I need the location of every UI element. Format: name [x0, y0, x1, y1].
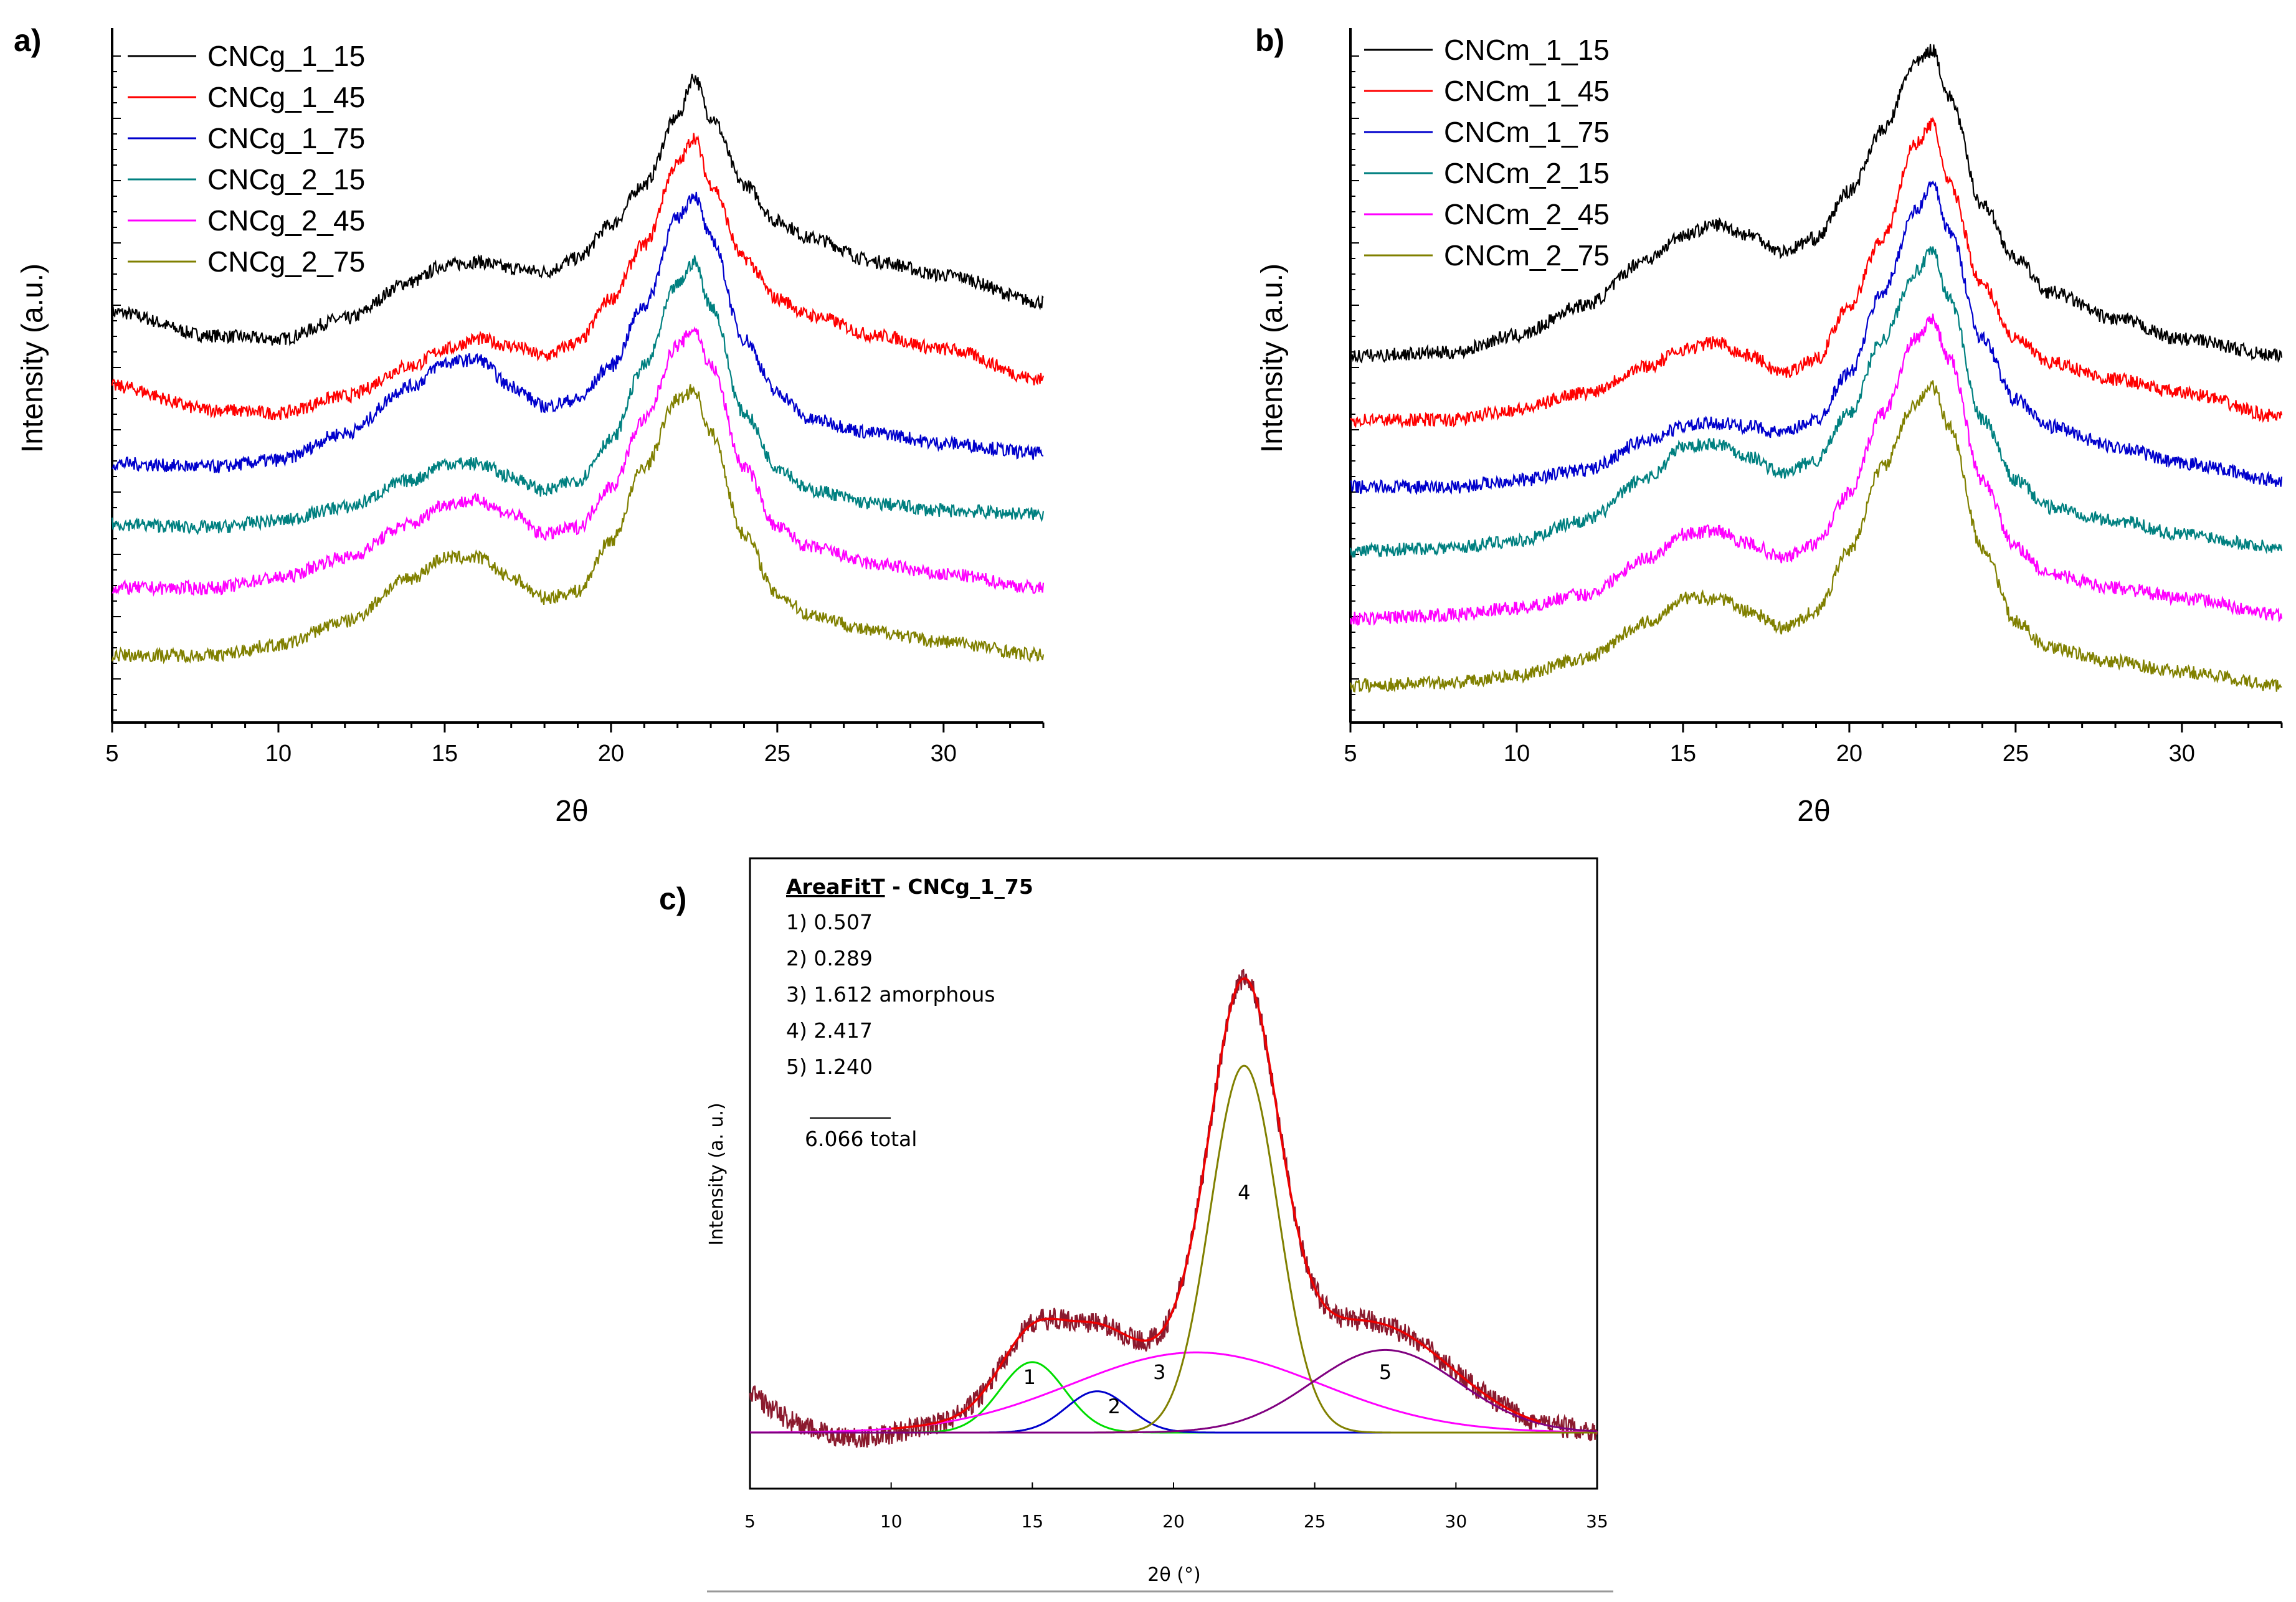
series-line-CNCg_1_45 [111, 133, 1045, 420]
x-tick-label: 30 [2169, 741, 2195, 767]
legend-label: CNCm_2_45 [1444, 198, 1610, 230]
series-line-CNCm_1_45 [1350, 116, 2283, 429]
peak-label-5: 5 [1379, 1360, 1392, 1384]
panel-a-y-ticks [112, 55, 121, 711]
x-tick-label: 35 [1586, 1511, 1608, 1532]
peak-label-1: 1 [1023, 1365, 1036, 1389]
legend-label: CNCg_1_45 [207, 81, 365, 113]
x-tick-label: 25 [2003, 741, 2029, 767]
panel-b-y-label: Intensity (a.u.) [1256, 263, 1289, 453]
fit-area-5: 5) 1.240 [786, 1055, 873, 1079]
x-tick-label: 5 [105, 741, 118, 767]
x-tick-label: 15 [1022, 1511, 1044, 1532]
panel-c-label: c) [659, 881, 686, 916]
fit-peak-5 [750, 1348, 1597, 1434]
panel-a-legend: CNCg_1_15 CNCg_1_45 CNCg_1_75 CNCg_2_15 CNCg… [128, 40, 365, 278]
fit-area-1: 1) 0.507 [786, 910, 873, 934]
panel-a: a) 5 10 15 20 25 30 CNCg_1_15CNCg_1_45CNCg_1_… [14, 23, 1045, 828]
panel-a-label: a) [14, 23, 41, 58]
panel-b-x-label: 2θ [1797, 795, 1830, 828]
fit-area-3: 3) 1.612 amorphous [786, 982, 995, 1007]
areafit-title-sample: - CNCg_1_75 [885, 874, 1033, 899]
legend-label: CNCm_2_15 [1444, 157, 1610, 189]
fit-total: 6.066 total [805, 1127, 917, 1151]
x-tick-label: 15 [432, 741, 458, 767]
legend-label: CNCm_1_75 [1444, 116, 1610, 148]
x-tick-label: 10 [265, 741, 292, 767]
panel-b-label: b) [1255, 23, 1284, 58]
panel-b-legend: CNCm_1_15 CNCm_1_45 CNCm_1_75 CNCm_2_15 CNCm… [1364, 34, 1610, 272]
panel-c-frame [749, 857, 1598, 1490]
x-tick-label: 30 [1445, 1511, 1468, 1532]
raw-data-line [749, 969, 1598, 1448]
panel-b-series [1349, 44, 2283, 693]
series-line-CNCm_1_15 [1350, 44, 2283, 364]
series-line-CNCg_1_75 [111, 191, 1044, 473]
x-tick-label: 20 [1836, 741, 1862, 767]
legend-label: CNCg_2_15 [207, 163, 365, 196]
x-tick-label: 25 [764, 741, 790, 767]
x-tick-label: 25 [1304, 1511, 1326, 1532]
x-tick-label: 20 [598, 741, 624, 767]
cumulative-fit-line [891, 977, 1541, 1430]
panel-c-curves [749, 969, 1598, 1448]
panel-a-series [111, 73, 1045, 665]
panel-c-x-ticks: 5 10 15 20 25 30 35 [744, 1482, 1608, 1532]
x-tick-label: 30 [931, 741, 957, 767]
areafit-title-underlined: AreaFitT [786, 874, 885, 899]
legend-label: CNCm_1_45 [1444, 75, 1610, 107]
panel-b: b) 5 10 15 20 25 30 CNCm_1_15CNCm_1_45CNCm_1_… [1255, 23, 2283, 828]
x-tick-label: 5 [1344, 741, 1357, 767]
legend-label: CNCm_2_75 [1444, 239, 1610, 272]
fit-peak-1 [750, 1361, 1597, 1434]
panel-a-x-label: 2θ [555, 795, 588, 828]
panel-c-x-label: 2θ (°) [1147, 1564, 1200, 1586]
x-tick-label: 10 [1504, 741, 1530, 767]
x-tick-label: 20 [1162, 1511, 1185, 1532]
panel-a-y-label: Intensity (a.u.) [16, 263, 49, 453]
legend-label: CNCg_1_15 [207, 40, 365, 72]
x-tick-label: 10 [880, 1511, 903, 1532]
series-line-CNCg_2_45 [111, 326, 1045, 597]
series-line-CNCm_1_75 [1350, 180, 2283, 495]
peak-label-3: 3 [1153, 1360, 1165, 1384]
x-tick-label: 5 [744, 1511, 756, 1532]
peak-label-2: 2 [1108, 1395, 1121, 1418]
x-tick-label: 15 [1670, 741, 1696, 767]
legend-label: CNCg_1_75 [207, 122, 365, 154]
panel-a-x-ticks: 5 10 15 20 25 30 [105, 723, 1045, 767]
panel-c: c) 5 10 15 20 25 30 35 1 2 3 4 5 AreaFitT - CNCg_1… [659, 857, 1613, 1593]
series-line-CNCm_2_75 [1349, 380, 2282, 693]
legend-label: CNCg_2_75 [207, 245, 365, 278]
panel-b-x-ticks: 5 10 15 20 25 30 [1344, 723, 2283, 767]
panel-c-y-label: Intensity (a. u.) [706, 1102, 728, 1246]
fit-area-4: 4) 2.417 [786, 1018, 873, 1043]
series-line-CNCg_1_15 [111, 73, 1044, 346]
areafit-title: AreaFitT - CNCg_1_75 [786, 874, 1033, 899]
series-line-CNCg_2_75 [111, 384, 1045, 665]
fit-area-2: 2) 0.289 [786, 946, 873, 970]
legend-label: CNCg_2_45 [207, 204, 365, 237]
series-line-CNCm_2_45 [1349, 313, 2283, 626]
peak-label-4: 4 [1238, 1181, 1250, 1205]
series-line-CNCg_2_15 [111, 255, 1045, 536]
legend-label: CNCm_1_15 [1444, 34, 1610, 66]
series-line-CNCm_2_15 [1349, 246, 2283, 558]
panel-c-peak-labels: 1 2 3 4 5 [1023, 1181, 1392, 1418]
